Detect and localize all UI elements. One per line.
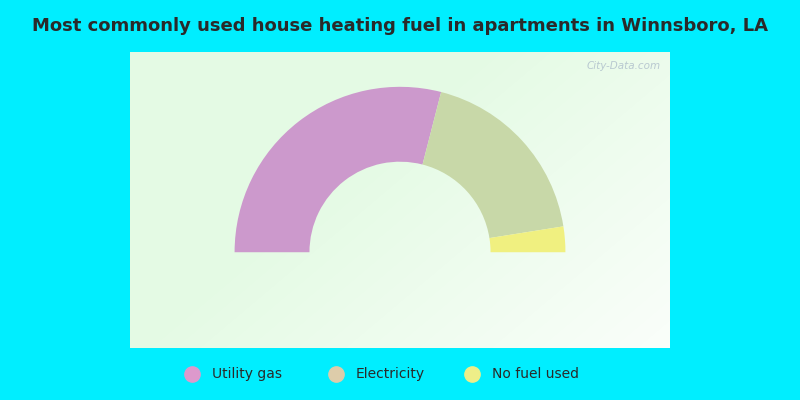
Wedge shape [234,87,441,252]
Text: Most commonly used house heating fuel in apartments in Winnsboro, LA: Most commonly used house heating fuel in… [32,17,768,35]
Text: No fuel used: No fuel used [492,367,579,381]
Wedge shape [422,92,563,238]
Wedge shape [490,226,566,252]
Text: Utility gas: Utility gas [212,367,282,381]
Text: Electricity: Electricity [356,367,425,381]
Text: City-Data.com: City-Data.com [587,61,661,71]
